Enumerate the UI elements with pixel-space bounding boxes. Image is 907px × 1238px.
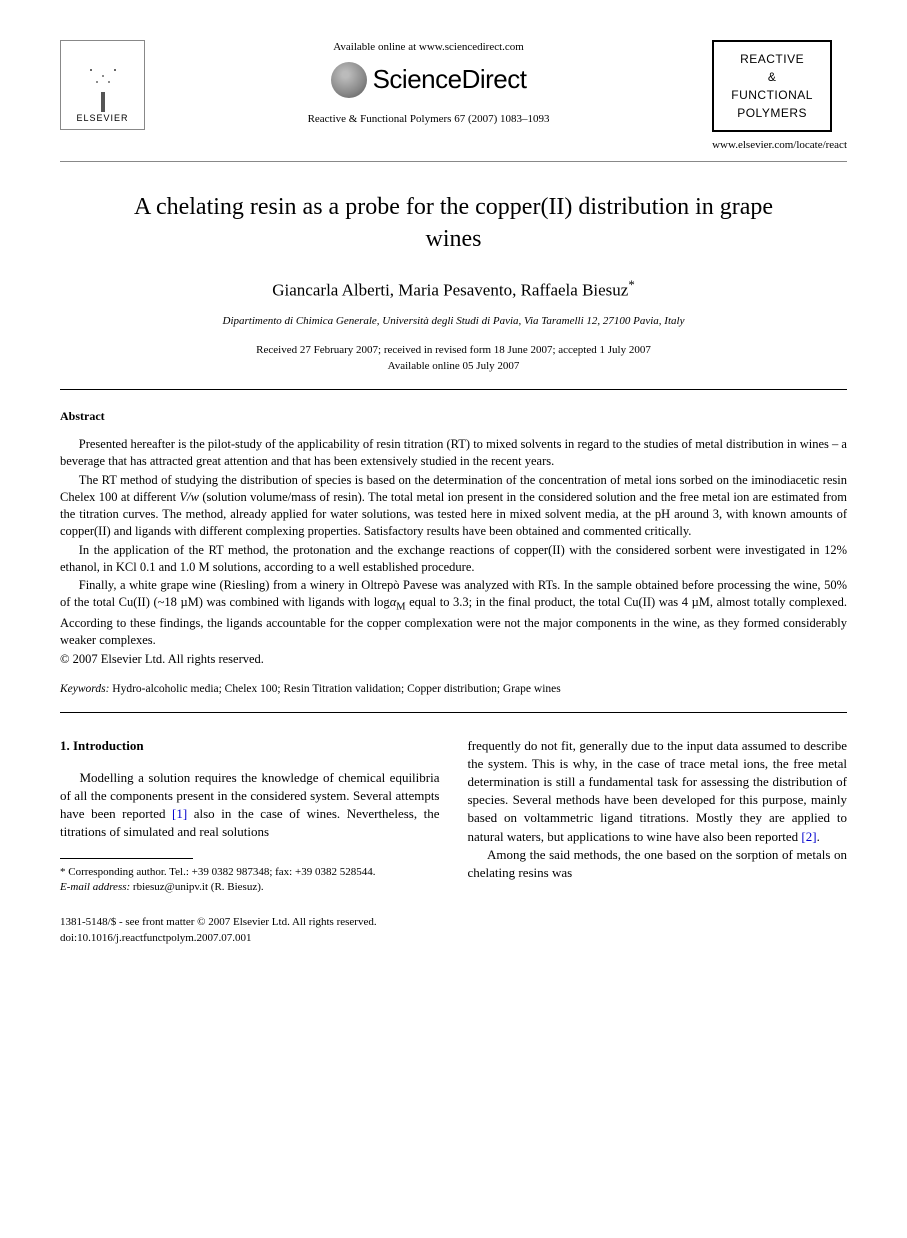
sciencedirect-logo: ScienceDirect	[160, 61, 697, 97]
abstract-m-sub: M	[396, 602, 405, 613]
center-header: Available online at www.sciencedirect.co…	[145, 40, 712, 127]
intro-right-p1-b: .	[817, 829, 820, 844]
journal-box-line3: FUNCTIONAL	[718, 86, 826, 104]
email-footnote: E-mail address: rbiesuz@unipv.it (R. Bie…	[60, 880, 440, 895]
sciencedirect-globe-icon	[331, 62, 367, 98]
abstract-copyright: © 2007 Elsevier Ltd. All rights reserved…	[60, 651, 847, 668]
sciencedirect-text: ScienceDirect	[373, 61, 527, 97]
elsevier-logo: ELSEVIER	[60, 40, 145, 130]
authors: Giancarla Alberti, Maria Pesavento, Raff…	[60, 277, 847, 302]
right-column: frequently do not fit, generally due to …	[468, 737, 848, 896]
article-dates: Received 27 February 2007; received in r…	[60, 342, 847, 375]
issn-line: 1381-5148/$ - see front matter © 2007 El…	[60, 915, 847, 930]
abstract-p4: Finally, a white grape wine (Riesling) f…	[60, 577, 847, 648]
journal-url: www.elsevier.com/locate/react	[712, 138, 847, 153]
keywords: Keywords: Hydro-alcoholic media; Chelex …	[60, 681, 847, 697]
authors-text: Giancarla Alberti, Maria Pesavento, Raff…	[272, 280, 628, 299]
footnote-marker: *	[60, 866, 68, 878]
page-header: ELSEVIER Available online at www.science…	[60, 40, 847, 153]
header-divider	[60, 161, 847, 162]
footnote-rule	[60, 858, 193, 859]
footnote-corr-text: Corresponding author. Tel.: +39 0382 987…	[68, 866, 375, 878]
bottom-info: 1381-5148/$ - see front matter © 2007 El…	[60, 915, 847, 946]
journal-reference: Reactive & Functional Polymers 67 (2007)…	[160, 112, 697, 127]
abstract-p2: The RT method of studying the distributi…	[60, 472, 847, 540]
intro-right-p1-a: frequently do not fit, generally due to …	[468, 738, 848, 844]
email-address[interactable]: rbiesuz@unipv.it	[130, 881, 208, 893]
email-person: (R. Biesuz).	[208, 881, 264, 893]
affiliation: Dipartimento di Chimica Generale, Univer…	[60, 314, 847, 329]
ref-2-link[interactable]: [2]	[801, 829, 816, 844]
abstract-top-rule	[60, 389, 847, 390]
corresponding-footnote: * Corresponding author. Tel.: +39 0382 9…	[60, 865, 440, 880]
intro-left-p1: Modelling a solution requires the knowle…	[60, 769, 440, 842]
email-label: E-mail address:	[60, 881, 130, 893]
paper-title: A chelating resin as a probe for the cop…	[120, 192, 787, 254]
keywords-label: Keywords:	[60, 683, 109, 695]
elsevier-label: ELSEVIER	[76, 112, 128, 125]
section-1-heading: 1. Introduction	[60, 737, 440, 755]
body-columns: 1. Introduction Modelling a solution req…	[60, 737, 847, 896]
abstract-p1: Presented hereafter is the pilot-study o…	[60, 436, 847, 470]
keywords-text: Hydro-alcoholic media; Chelex 100; Resin…	[109, 683, 560, 695]
journal-box-line4: POLYMERS	[718, 104, 826, 122]
ref-1-link[interactable]: [1]	[172, 806, 187, 821]
intro-right-p2: Among the said methods, the one based on…	[468, 846, 848, 882]
abstract-heading: Abstract	[60, 408, 847, 425]
intro-right-p1: frequently do not fit, generally due to …	[468, 737, 848, 846]
journal-box-line1: REACTIVE	[718, 50, 826, 68]
dates-line1: Received 27 February 2007; received in r…	[256, 344, 651, 356]
journal-box-wrapper: REACTIVE & FUNCTIONAL POLYMERS www.elsev…	[712, 40, 847, 153]
abstract-p3: In the application of the RT method, the…	[60, 542, 847, 576]
dates-line2: Available online 05 July 2007	[388, 360, 520, 372]
left-column: 1. Introduction Modelling a solution req…	[60, 737, 440, 896]
journal-box-line2: &	[718, 68, 826, 86]
journal-title-box: REACTIVE & FUNCTIONAL POLYMERS	[712, 40, 832, 132]
doi-line: doi:10.1016/j.reactfunctpolym.2007.07.00…	[60, 931, 847, 946]
abstract-bottom-rule	[60, 712, 847, 713]
abstract-vw: V/w	[180, 490, 199, 504]
elsevier-tree-icon	[73, 52, 133, 112]
corresponding-marker: *	[628, 278, 634, 292]
available-online-text: Available online at www.sciencedirect.co…	[160, 40, 697, 55]
